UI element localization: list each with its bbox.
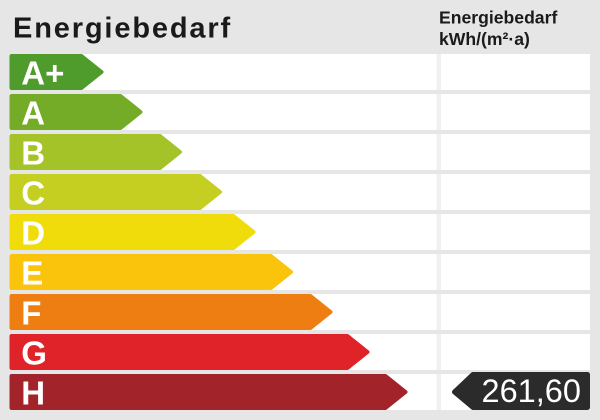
svg-text:D: D	[21, 215, 45, 252]
svg-text:Energiebedarf: Energiebedarf	[439, 8, 557, 28]
svg-text:A: A	[21, 95, 45, 132]
svg-text:261,60: 261,60	[482, 373, 581, 409]
svg-text:A+: A+	[21, 55, 64, 92]
svg-text:E: E	[21, 255, 43, 292]
svg-text:G: G	[21, 335, 47, 372]
svg-text:H: H	[21, 375, 45, 412]
svg-text:kWh/(m²·a): kWh/(m²·a)	[439, 29, 530, 49]
svg-text:F: F	[21, 295, 41, 332]
svg-text:C: C	[21, 175, 45, 212]
svg-text:Energiebedarf: Energiebedarf	[13, 13, 232, 45]
svg-text:B: B	[21, 135, 45, 172]
